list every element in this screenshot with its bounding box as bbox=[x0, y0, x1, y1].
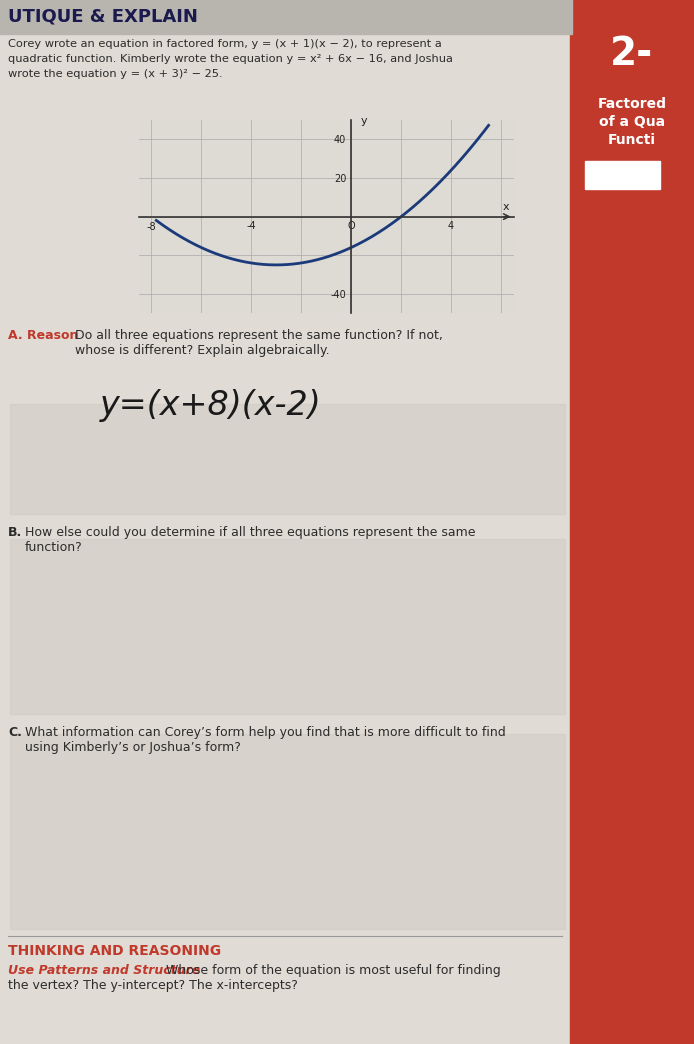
Text: y=(x+8)(x-2): y=(x+8)(x-2) bbox=[100, 389, 322, 422]
Text: A. Reason: A. Reason bbox=[8, 329, 78, 342]
Text: C.: C. bbox=[8, 726, 22, 739]
Text: using Kimberly’s or Joshua’s form?: using Kimberly’s or Joshua’s form? bbox=[25, 741, 241, 754]
Text: B.: B. bbox=[8, 526, 22, 539]
Text: -8: -8 bbox=[146, 222, 156, 233]
Text: whose is different? Explain algebraically.: whose is different? Explain algebraicall… bbox=[75, 345, 330, 357]
Text: THINKING AND REASONING: THINKING AND REASONING bbox=[8, 944, 221, 958]
Text: 2-: 2- bbox=[611, 35, 654, 73]
Text: Corey wrote an equation in factored form, y = (x + 1)(x − 2), to represent a: Corey wrote an equation in factored form… bbox=[8, 39, 442, 49]
Text: Factored: Factored bbox=[598, 97, 666, 111]
Text: of a Qua: of a Qua bbox=[599, 115, 665, 129]
Text: y: y bbox=[360, 116, 367, 126]
Text: UTIQUE & EXPLAIN: UTIQUE & EXPLAIN bbox=[8, 8, 198, 26]
Text: function?: function? bbox=[25, 541, 83, 554]
Text: Whose form of the equation is most useful for finding: Whose form of the equation is most usefu… bbox=[162, 964, 501, 977]
Bar bbox=[585, 161, 660, 189]
Bar bbox=[570, 0, 694, 1044]
Text: Use Patterns and Structure: Use Patterns and Structure bbox=[8, 964, 200, 977]
Text: quadratic function. Kimberly wrote the equation y = x² + 6x − 16, and Joshua: quadratic function. Kimberly wrote the e… bbox=[8, 54, 453, 64]
Bar bbox=[10, 539, 565, 714]
Text: wrote the equation y = (x + 3)² − 25.: wrote the equation y = (x + 3)² − 25. bbox=[8, 69, 223, 79]
Bar bbox=[10, 734, 565, 929]
Bar bbox=[0, 0, 572, 34]
Bar bbox=[10, 404, 565, 514]
Text: Do all three equations represent the same function? If not,: Do all three equations represent the sam… bbox=[75, 329, 443, 342]
Text: the vertex? The y-intercept? The x-intercepts?: the vertex? The y-intercept? The x-inter… bbox=[8, 979, 298, 992]
Text: How else could you determine if all three equations represent the same: How else could you determine if all thre… bbox=[25, 526, 475, 539]
Text: What information can Corey’s form help you find that is more difficult to find: What information can Corey’s form help y… bbox=[25, 726, 506, 739]
Text: Functi: Functi bbox=[608, 133, 656, 147]
Text: x: x bbox=[502, 201, 509, 212]
